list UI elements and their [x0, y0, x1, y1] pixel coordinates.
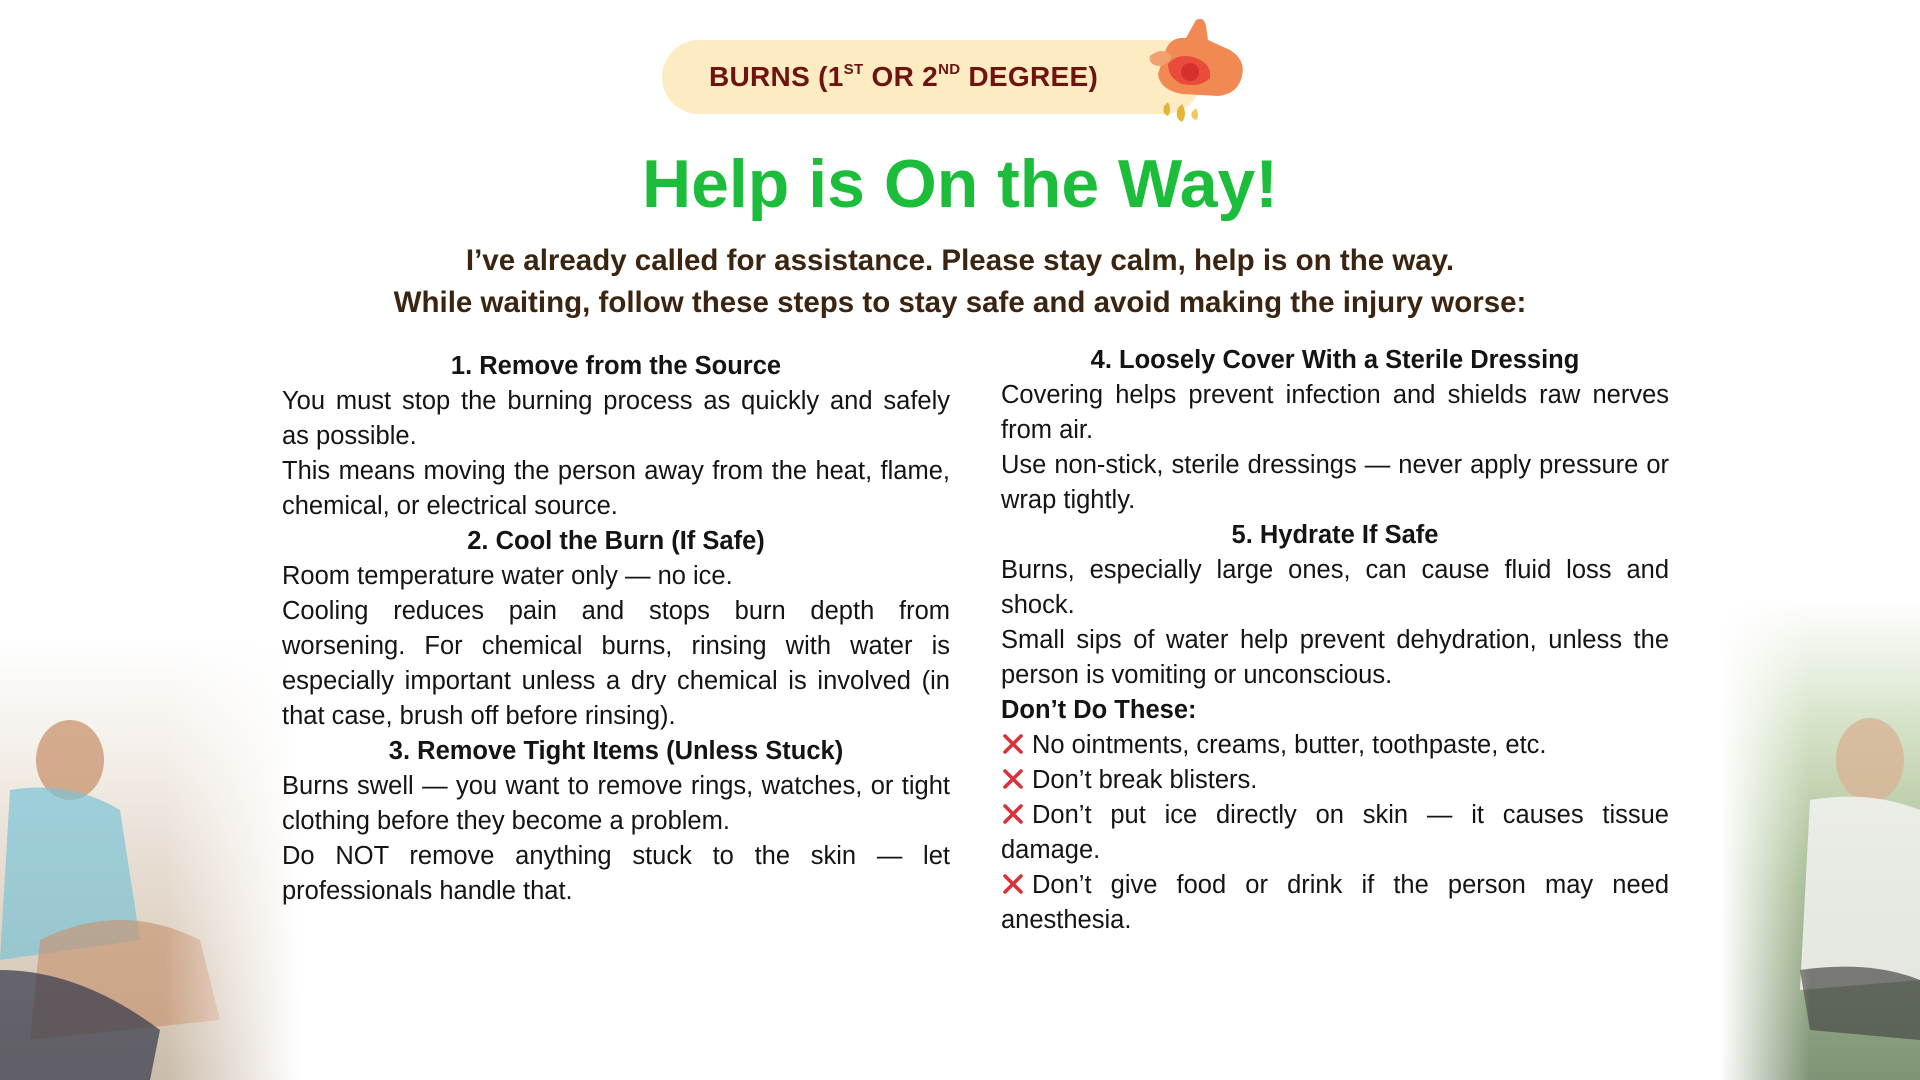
steps-right-column: 4. Loosely Cover With a Sterile Dressing…: [1001, 343, 1669, 938]
dont-item: Don’t break blisters.: [1001, 763, 1669, 798]
dont-item-text: Don’t put ice directly on skin — it caus…: [1001, 801, 1669, 864]
intro-line-1: I’ve already called for assistance. Plea…: [465, 244, 1455, 277]
elderly-man-knee-pain-photo: [1720, 600, 1920, 1080]
step-2-paragraph-1: Room temperature water only — no ice.: [282, 562, 733, 590]
title-part: BURNS (1: [709, 61, 844, 92]
step-2-title: 2. Cool the Burn (If Safe): [467, 527, 765, 555]
burns-category-pill: BURNS (1ST OR 2ND DEGREE): [662, 40, 1202, 114]
intro-line-2: While waiting, follow these steps to sta…: [393, 286, 1527, 319]
red-x-icon: [1003, 769, 1023, 789]
step-4-title: 4. Loosely Cover With a Sterile Dressing: [1090, 346, 1580, 374]
red-x-icon: [1003, 804, 1023, 824]
dont-item-text: Don’t give food or drink if the person m…: [1001, 871, 1669, 934]
step-5-paragraph-2: Small sips of water help prevent dehydra…: [1001, 626, 1669, 689]
step-3-title: 3. Remove Tight Items (Unless Stuck): [388, 737, 844, 765]
red-x-icon: [1003, 874, 1023, 894]
woman-holding-foot-photo: [0, 640, 300, 1080]
step-4-paragraph-1: Covering helps prevent infection and shi…: [1001, 381, 1669, 444]
title-part: OR 2: [863, 61, 939, 92]
step-1-paragraph-1: You must stop the burning process as qui…: [282, 387, 950, 450]
title-superscript-nd: ND: [938, 61, 961, 78]
dont-item-text: Don’t break blisters.: [1032, 766, 1258, 794]
donts-title: Don’t Do These:: [1001, 696, 1197, 724]
title-superscript-st: ST: [843, 61, 864, 78]
step-3-paragraph-1: Burns swell — you want to remove rings, …: [282, 772, 950, 835]
red-x-icon: [1003, 734, 1023, 754]
step-1-paragraph-2: This means moving the person away from t…: [282, 457, 950, 520]
dont-item: Don’t give food or drink if the person m…: [1001, 868, 1669, 938]
title-part: DEGREE): [960, 61, 1099, 92]
step-5-title: 5. Hydrate If Safe: [1231, 521, 1439, 549]
step-2-paragraph-2: Cooling reduces pain and stops burn dept…: [282, 597, 950, 730]
burned-hand-icon: [1149, 18, 1243, 122]
dont-item: Don’t put ice directly on skin — it caus…: [1001, 798, 1669, 868]
help-on-the-way-heading: Help is On the Way!: [641, 146, 1278, 222]
dont-item-text: No ointments, creams, butter, toothpaste…: [1032, 731, 1547, 759]
step-5-paragraph-1: Burns, especially large ones, can cause …: [1001, 556, 1669, 619]
step-4-paragraph-2: Use non-stick, sterile dressings — never…: [1001, 451, 1669, 514]
dont-item: No ointments, creams, butter, toothpaste…: [1001, 728, 1669, 763]
step-3-paragraph-2: Do NOT remove anything stuck to the skin…: [282, 842, 950, 905]
intro-message: I’ve already called for assistance. Plea…: [0, 240, 1920, 324]
step-1-title: 1. Remove from the Source: [450, 352, 782, 380]
burns-category-title: BURNS (1ST OR 2ND DEGREE): [709, 61, 1098, 93]
steps-left-column: 1. Remove from the Source You must stop …: [282, 349, 950, 909]
